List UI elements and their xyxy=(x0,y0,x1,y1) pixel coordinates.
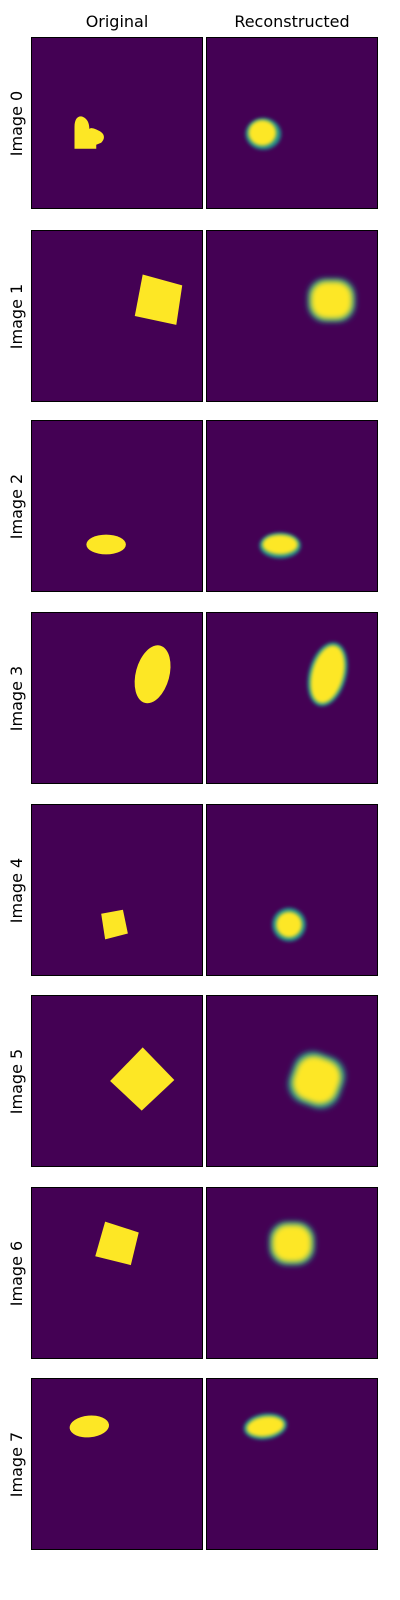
original-panel-4 xyxy=(31,804,203,976)
reconstructed-panel-7 xyxy=(206,1378,378,1550)
row-label-6: Image 6 xyxy=(7,1240,27,1306)
reconstructed-blob-1 xyxy=(307,278,356,322)
original-panel-6 xyxy=(31,1187,203,1359)
reconstructed-blob-3 xyxy=(307,642,348,707)
reconstructed-blob-6 xyxy=(269,1221,315,1266)
original-tilted-square-shape xyxy=(95,1221,139,1266)
row-label-4: Image 4 xyxy=(7,857,27,923)
reconstructed-panel-2 xyxy=(206,420,378,592)
original-small-square-shape xyxy=(101,909,128,940)
original-panel-1 xyxy=(31,230,203,402)
row-label-0: Image 0 xyxy=(7,90,27,156)
reconstructed-panel-3 xyxy=(206,612,378,784)
original-small-oval-shape xyxy=(69,1415,110,1438)
header-original: Original xyxy=(85,12,149,31)
row-label-3: Image 3 xyxy=(7,665,27,731)
reconstructed-panel-6 xyxy=(206,1187,378,1359)
original-panel-7 xyxy=(31,1378,203,1550)
original-square-shape xyxy=(134,274,183,325)
reconstructed-panel-5 xyxy=(206,995,378,1167)
original-panel-3 xyxy=(31,612,203,784)
reconstructed-panel-0 xyxy=(206,37,378,209)
row-label-2: Image 2 xyxy=(7,473,27,539)
reconstructed-blob-2 xyxy=(259,532,301,559)
header-reconstructed: Reconstructed xyxy=(234,12,350,31)
original-panel-2 xyxy=(31,420,203,592)
original-oval-shape xyxy=(134,645,171,704)
original-diamond-shape xyxy=(110,1047,175,1111)
reconstructed-panel-4 xyxy=(206,804,378,976)
reconstructed-blob-4 xyxy=(272,907,306,942)
reconstructed-blob-0 xyxy=(245,118,282,150)
original-panel-0 xyxy=(31,37,203,209)
reconstructed-blob-7 xyxy=(243,1413,287,1440)
row-label-5: Image 5 xyxy=(7,1048,27,1114)
original-ellipse-shape xyxy=(86,534,126,555)
original-heart-shape xyxy=(74,116,104,149)
original-panel-5 xyxy=(31,995,203,1167)
row-label-7: Image 7 xyxy=(7,1431,27,1497)
row-label-1: Image 1 xyxy=(7,283,27,349)
reconstructed-panel-1 xyxy=(206,230,378,402)
reconstructed-blob-5 xyxy=(288,1051,346,1109)
